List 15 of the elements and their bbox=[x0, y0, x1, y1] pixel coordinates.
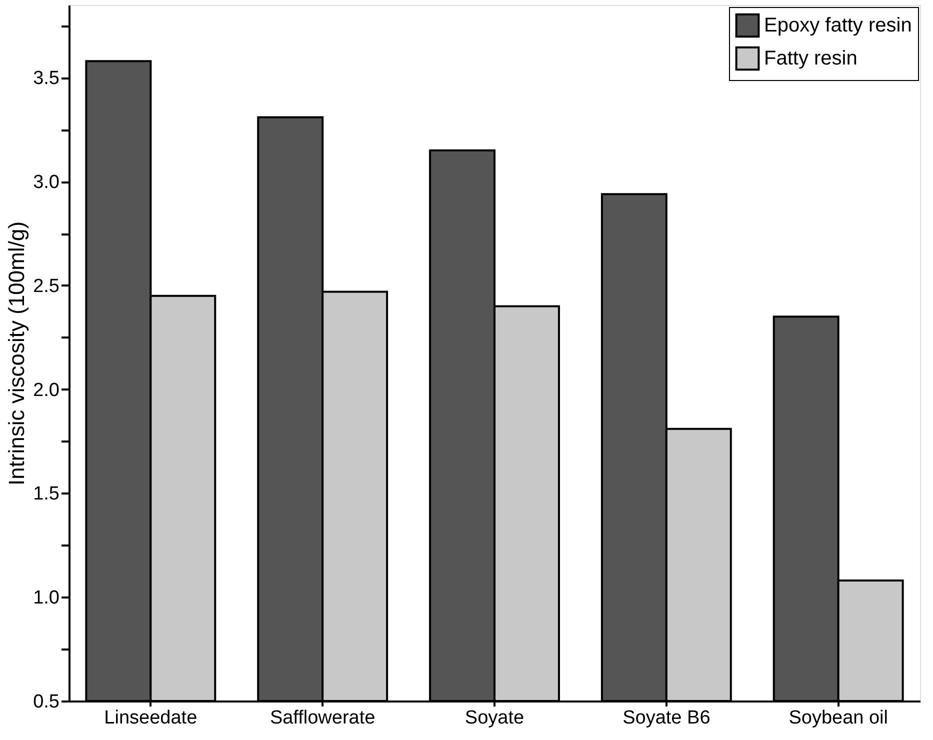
legend-label: Epoxy fatty resin bbox=[764, 14, 912, 36]
y-tick-label: 1.0 bbox=[33, 588, 60, 609]
y-tick-label: 2.5 bbox=[33, 276, 60, 297]
legend-label: Fatty resin bbox=[764, 48, 858, 70]
y-tick-label: 3.5 bbox=[33, 68, 60, 90]
x-tick-label: Safflowerate bbox=[270, 708, 376, 728]
y-tick-label: 2.0 bbox=[33, 380, 60, 401]
y-tick-label: 0.5 bbox=[33, 692, 60, 712]
y-axis-title: Intrinsic viscosity (100ml/g) bbox=[4, 221, 30, 486]
x-tick-label: Soyate B6 bbox=[622, 708, 710, 728]
x-tick-label: Soybean oil bbox=[788, 708, 888, 728]
x-tick-label: Soyate bbox=[464, 708, 524, 728]
y-tick-label: 3.0 bbox=[33, 172, 60, 194]
y-tick-label: 1.5 bbox=[33, 484, 60, 505]
x-tick-label: Linseedate bbox=[104, 708, 198, 728]
